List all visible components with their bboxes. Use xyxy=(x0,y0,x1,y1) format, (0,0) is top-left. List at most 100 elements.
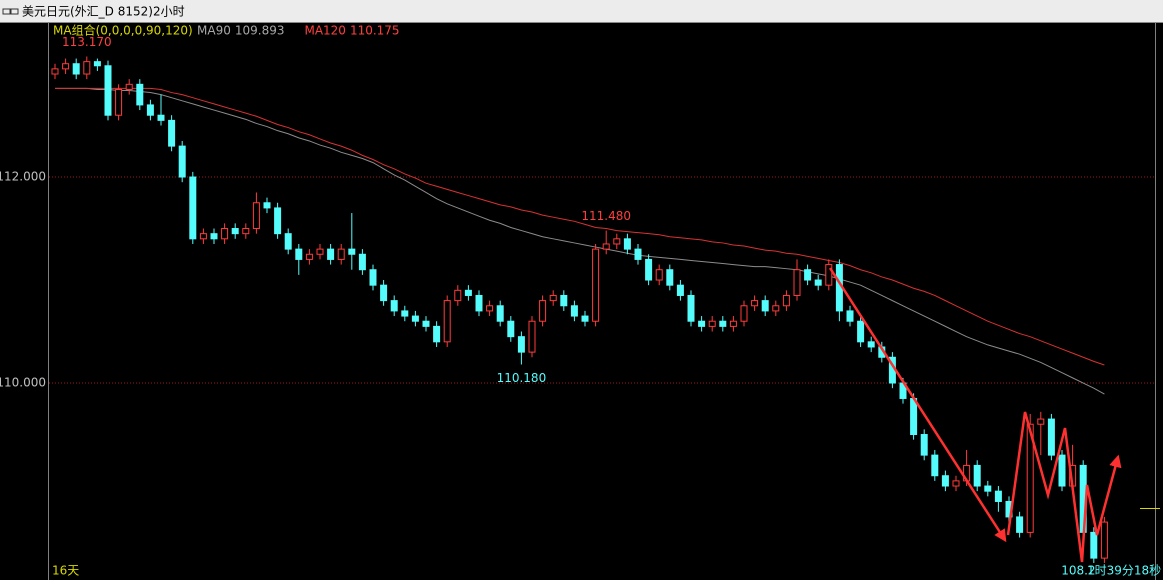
candle-body xyxy=(666,269,674,286)
candle-body xyxy=(507,320,515,338)
candle-body xyxy=(698,320,706,327)
candle-body xyxy=(804,269,812,281)
candle-body xyxy=(910,397,918,436)
candle-body xyxy=(1037,418,1045,425)
candle-body xyxy=(941,475,949,487)
candle-body xyxy=(761,300,769,312)
chart-title: 美元日元(外汇_D 8152)2小时 xyxy=(22,5,185,19)
candle-body xyxy=(486,305,494,312)
candle-body xyxy=(433,325,441,343)
candle-body xyxy=(454,289,462,302)
candle-body xyxy=(825,264,833,286)
candle-body xyxy=(348,248,356,255)
candle-body xyxy=(920,434,928,456)
candle-body xyxy=(51,68,59,75)
candle-body xyxy=(623,238,631,250)
candle-body xyxy=(93,61,101,67)
price-annotation: 111.480 xyxy=(581,209,631,223)
candle-body xyxy=(655,269,663,281)
ma-line xyxy=(55,87,1105,366)
legend-name: MA90 xyxy=(197,24,231,38)
y-tick-label: 112.000 xyxy=(0,170,46,184)
legend-value: 110.175 xyxy=(350,24,400,38)
candle-body xyxy=(496,305,504,322)
candle-body xyxy=(539,300,547,322)
candle-body xyxy=(443,300,451,343)
candle-body xyxy=(242,228,250,235)
candle-body xyxy=(401,310,409,317)
candle-body xyxy=(115,88,123,116)
candle-body xyxy=(1100,521,1108,559)
candle-body xyxy=(295,248,303,260)
countdown: 1时39分18秒 xyxy=(1087,564,1161,578)
candle-body xyxy=(316,248,324,255)
candle-body xyxy=(146,104,154,116)
title-icon xyxy=(2,8,11,15)
candle-body xyxy=(602,243,610,250)
candle-body xyxy=(136,83,144,106)
candle-body xyxy=(464,289,472,296)
candle-body xyxy=(645,258,653,281)
candle-body xyxy=(973,464,981,487)
candle-body xyxy=(1090,531,1098,559)
candle-body xyxy=(83,61,91,75)
legend-name: MA120 xyxy=(304,24,345,38)
candle-body xyxy=(708,320,716,327)
candle-body xyxy=(846,310,854,322)
candle-body xyxy=(581,315,589,322)
candle-body xyxy=(613,238,621,245)
candle-body xyxy=(72,63,80,75)
candle-body xyxy=(751,300,759,307)
candle-body xyxy=(305,253,313,260)
candle-body xyxy=(570,305,578,317)
candle-body xyxy=(772,305,780,312)
candle-body xyxy=(740,305,748,322)
candle-body xyxy=(411,315,419,322)
candle-body xyxy=(221,228,229,240)
candle-body xyxy=(125,83,133,90)
candle-body xyxy=(1047,418,1055,456)
candle-body xyxy=(199,233,207,240)
candle-body xyxy=(782,294,790,307)
title-bar xyxy=(0,0,1163,22)
period-label: 16天 xyxy=(52,564,79,578)
candle-body xyxy=(984,485,992,492)
candle-body xyxy=(189,176,197,240)
candle-body xyxy=(687,294,695,322)
candle-body xyxy=(814,279,822,286)
candle-body xyxy=(422,320,430,327)
indicator-label: MA组合(0,0,0,0,90,120) xyxy=(53,23,193,38)
candle-body xyxy=(634,248,642,260)
candle-body xyxy=(952,480,960,487)
price-annotation: 110.180 xyxy=(497,371,547,385)
price-annotation: 108.2 xyxy=(1061,564,1095,578)
candle-body xyxy=(592,248,600,322)
candle-body xyxy=(1016,516,1024,533)
candle-body xyxy=(178,145,186,178)
candle-body xyxy=(210,233,218,240)
candle-body xyxy=(560,294,568,307)
price-annotation: 113.170 xyxy=(62,35,112,49)
candle-body xyxy=(358,253,366,271)
candle-body xyxy=(62,63,70,70)
candle-body xyxy=(104,65,112,116)
candle-body xyxy=(793,269,801,296)
candle-body xyxy=(284,233,292,250)
candle-body xyxy=(676,284,684,296)
candle-body xyxy=(867,341,875,348)
drawn-arrow xyxy=(1006,411,1122,563)
candle-body xyxy=(517,336,525,353)
candle-body xyxy=(327,248,335,260)
candle-body xyxy=(157,114,165,121)
legend-value: 109.893 xyxy=(235,24,285,38)
candle-body xyxy=(168,119,176,147)
candle-body xyxy=(528,320,536,353)
candle-body xyxy=(263,202,271,209)
candle-body xyxy=(857,320,865,343)
candle-body xyxy=(931,454,939,477)
candle-body xyxy=(994,490,1002,502)
candle-body xyxy=(1058,454,1066,487)
